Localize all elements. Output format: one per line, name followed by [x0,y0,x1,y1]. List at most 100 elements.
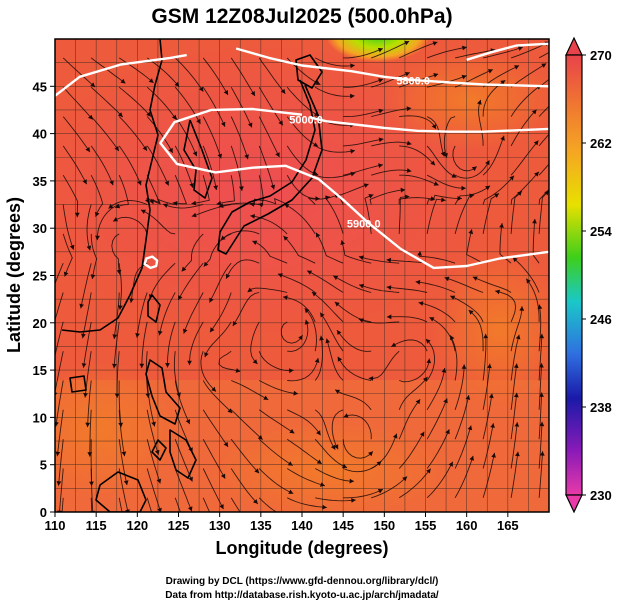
streamline-arrowhead [149,199,154,205]
streamline [426,398,448,440]
streamline [391,339,428,352]
streamline-arrowhead [135,333,140,338]
streamline-arrowhead [213,185,218,191]
streamline [282,296,316,323]
y-axis-ticks: 0 5 10 15 20 25 30 35 40 45 [33,79,55,520]
streamline [118,380,122,428]
streamline [173,351,181,398]
streamline [55,292,64,322]
streamline [140,209,176,235]
colorbar-tick-label: 238 [590,400,612,415]
streamline [230,438,260,474]
streamline [538,188,549,205]
streamline-arrowhead [378,108,384,114]
colorbar-tick-label: 230 [590,488,612,503]
streamline-arrowhead [335,389,341,394]
streamline [398,468,432,499]
streamline [386,316,428,323]
streamline-arrowhead [539,451,545,456]
streamline [200,351,217,392]
streamline [55,263,64,285]
streamline [426,46,467,59]
streamline [174,380,191,425]
streamline-arrowhead [108,203,114,209]
streamline [386,259,428,264]
streamline [89,409,92,457]
streamline-arrowhead [534,171,539,177]
streamline-arrowhead [142,145,147,151]
streamline [218,350,241,372]
streamline [538,105,549,117]
streamline-arrowhead [433,73,439,78]
streamline [172,175,188,205]
streamline-arrowhead [239,186,244,191]
streamline [454,194,475,235]
streamline-arrowhead [444,276,450,282]
streamline-arrowhead [217,153,222,159]
streamline [538,421,543,469]
streamline [90,86,124,118]
streamline-arrowhead [137,180,142,186]
streamline-arrowhead [210,327,215,333]
streamline [371,107,412,118]
geopotential-contours: 5800.0 5000.0 5900.0 [55,42,549,270]
streamline [371,141,412,147]
streamline-arrowhead [431,124,436,129]
streamline-arrowhead [280,88,286,94]
streamline-arrowhead [419,431,425,437]
streamline [482,393,493,440]
streamline [332,275,372,293]
coastlines [61,39,323,512]
streamline [426,174,466,189]
streamline [59,468,64,512]
streamline-arrowhead [483,333,489,339]
streamline [220,230,260,241]
streamline [315,172,356,179]
coastline-luzon [145,359,181,425]
streamline-arrowhead [154,449,160,455]
streamline [230,409,263,440]
streamline-arrowhead [426,358,432,364]
streamline-arrowhead [117,112,123,117]
coastline-hokkaido [295,54,323,89]
streamline-arrowhead [315,80,321,85]
streamline [250,215,288,235]
streamline-arrowhead [181,266,187,272]
streamline [146,439,161,484]
streamline-arrowhead [343,413,349,418]
streamline-arrowhead [404,41,410,46]
streamline-arrowhead [157,330,163,336]
streamline [343,109,384,118]
streamline-arrowhead [183,328,188,334]
streamline [510,422,518,469]
streamline-arrowhead [298,335,303,341]
streamline-arrowhead [116,269,122,275]
streamline-arrowhead [541,63,547,68]
streamline [286,174,320,200]
streamline [418,302,456,323]
contour-label: 5900.0 [347,218,381,230]
coastline-korea [183,119,213,199]
streamline [287,497,327,508]
streamline [258,197,288,206]
streamline [252,240,288,264]
streamline-arrowhead [304,308,310,314]
streamline [399,145,436,166]
streamline-arrowhead [342,463,347,469]
streamline-arrowhead [174,81,180,87]
streamline-arrowhead [223,441,229,447]
streamline-arrowhead [526,278,531,284]
streamline-arrowhead [377,489,383,494]
streamline-arrowhead [49,332,54,337]
streamline [468,309,484,352]
x-tick-label: 165 [497,518,519,533]
streamline [326,338,344,381]
streamline [450,295,484,323]
streamline-arrowhead [378,137,384,143]
streamline [510,363,518,410]
streamline [62,174,79,218]
streamline [314,468,355,482]
streamline [247,287,288,293]
streamline-arrowhead [500,135,505,141]
y-tick-label: 40 [33,127,47,142]
